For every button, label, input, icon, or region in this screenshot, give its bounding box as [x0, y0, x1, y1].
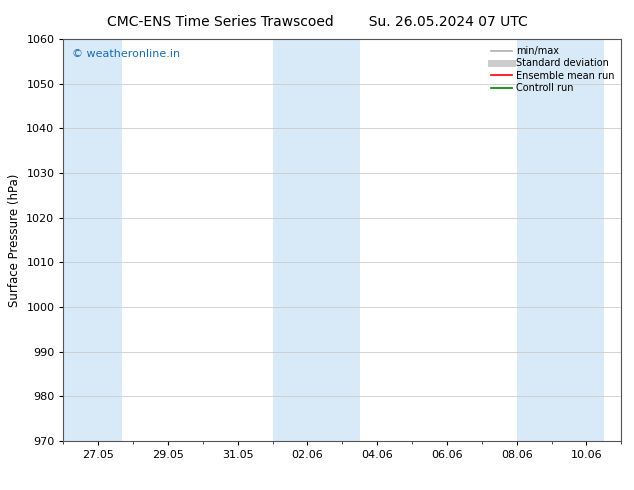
Text: CMC-ENS Time Series Trawscoed        Su. 26.05.2024 07 UTC: CMC-ENS Time Series Trawscoed Su. 26.05.…: [107, 15, 527, 29]
Y-axis label: Surface Pressure (hPa): Surface Pressure (hPa): [8, 173, 21, 307]
Bar: [273, 39, 360, 441]
Bar: [63, 39, 122, 441]
Text: © weatheronline.in: © weatheronline.in: [72, 49, 180, 59]
Bar: [517, 39, 604, 441]
Legend: min/max, Standard deviation, Ensemble mean run, Controll run: min/max, Standard deviation, Ensemble me…: [489, 44, 616, 95]
